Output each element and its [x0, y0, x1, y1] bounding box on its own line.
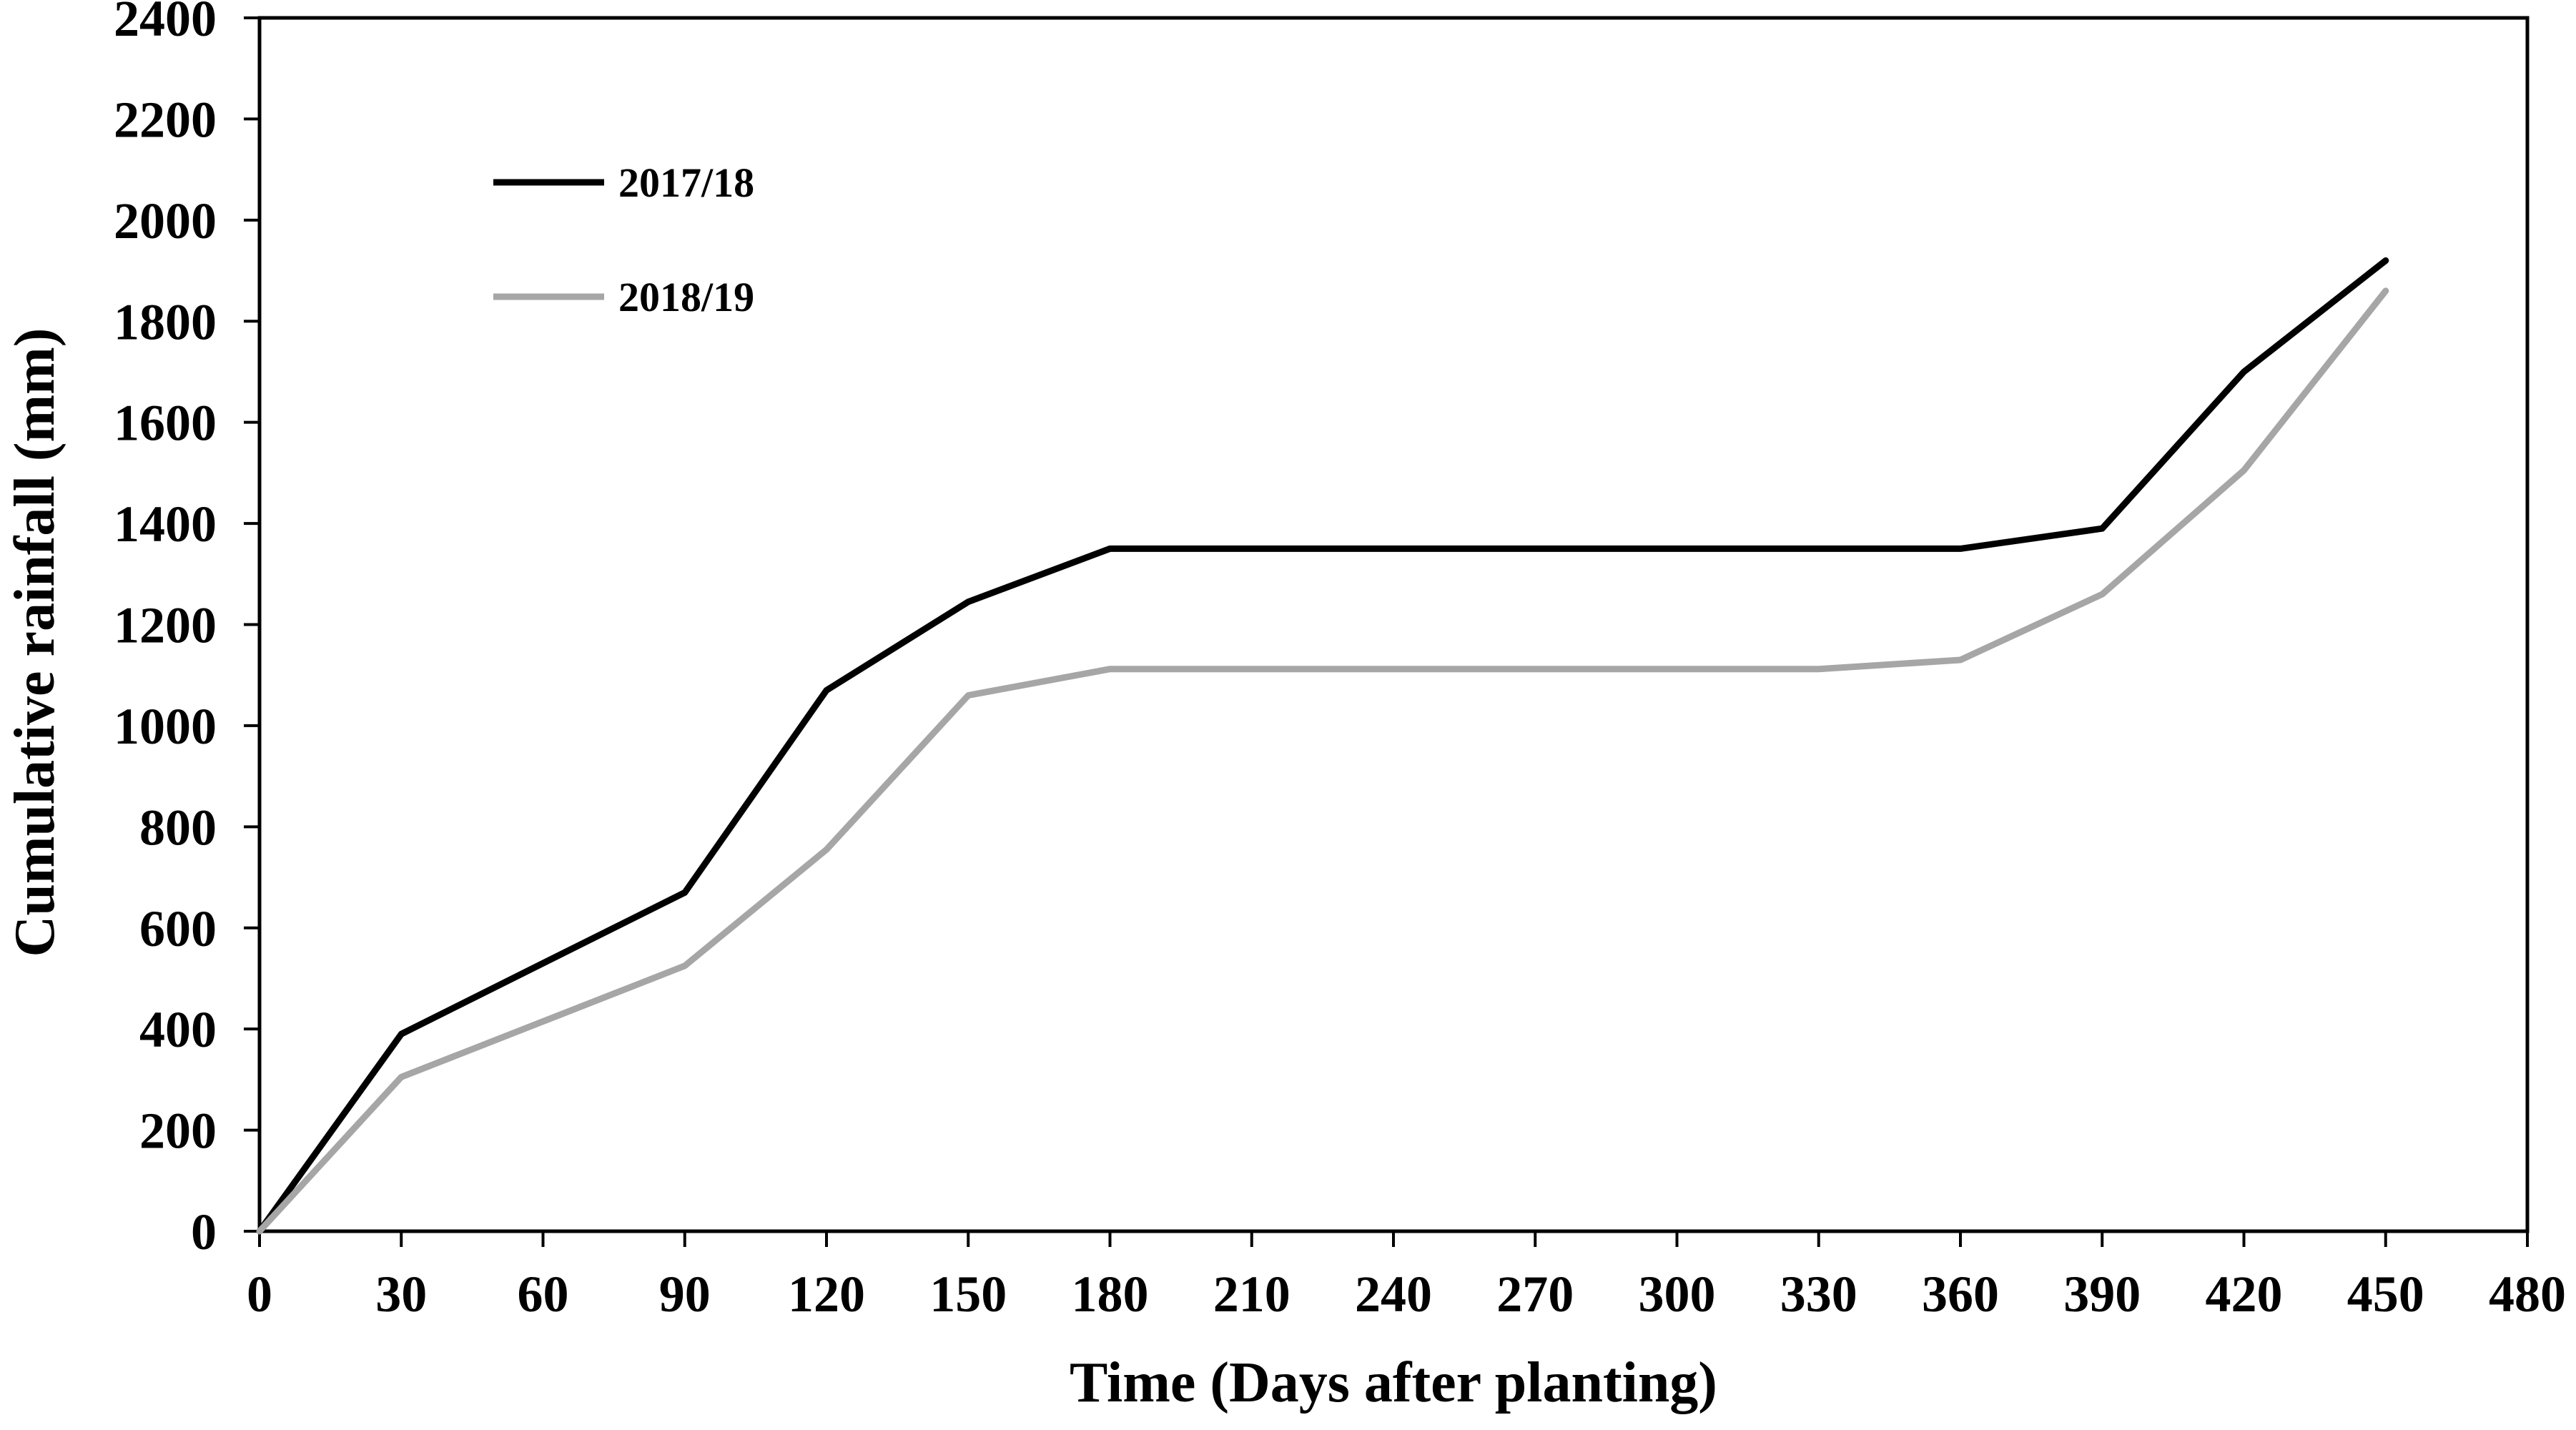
x-tick-label: 0 — [247, 1266, 272, 1323]
x-tick-label: 240 — [1355, 1266, 1432, 1323]
y-tick-label: 800 — [139, 799, 217, 856]
series-line-2018-19 — [256, 287, 2389, 1235]
y-tick-label: 1600 — [114, 395, 217, 452]
legend-label: 2018/19 — [618, 274, 754, 320]
x-tick-label: 120 — [788, 1266, 865, 1323]
y-tick-label: 600 — [139, 900, 217, 957]
y-tick-label: 2000 — [114, 192, 217, 250]
y-tick-label: 1400 — [114, 495, 217, 553]
y-tick-label: 2400 — [114, 0, 217, 47]
x-tick-label: 90 — [659, 1266, 711, 1323]
y-tick-label: 400 — [139, 1001, 217, 1058]
legend-label: 2017/18 — [618, 159, 754, 206]
series-layer — [256, 257, 2389, 1235]
x-tick-label: 420 — [2206, 1266, 2283, 1323]
y-tick-label: 0 — [191, 1203, 217, 1261]
x-tick-label: 480 — [2489, 1266, 2566, 1323]
x-tick-label: 270 — [1496, 1266, 1574, 1323]
y-tick-label: 2200 — [114, 91, 217, 148]
y-tick-label: 1000 — [114, 698, 217, 755]
x-tick-label: 210 — [1213, 1266, 1291, 1323]
plot-area-frame — [257, 16, 2530, 1233]
x-tick-label: 450 — [2347, 1266, 2424, 1323]
y-axis-title: Cumulative rainfall (mm) — [4, 328, 66, 957]
x-tick-label: 300 — [1639, 1266, 1716, 1323]
legend: 2017/18 2018/19 — [493, 159, 754, 320]
x-tick-label: 180 — [1072, 1266, 1149, 1323]
y-tick-label: 200 — [139, 1103, 217, 1160]
series-line-2017-18 — [256, 257, 2389, 1235]
x-tick-label: 60 — [518, 1266, 569, 1323]
x-tick-label: 150 — [929, 1266, 1007, 1323]
x-axis-title: Time (Days after planting) — [1070, 1351, 1717, 1414]
y-tick-label: 1200 — [114, 597, 217, 654]
axes-layer: 0 30 60 90 120 150 180 210 240 270 300 330 360 390 420… — [114, 0, 2566, 1323]
x-tick-label: 330 — [1780, 1266, 1857, 1323]
x-tick-label: 30 — [375, 1266, 427, 1323]
y-tick-label: 1800 — [114, 293, 217, 350]
x-tick-label: 390 — [2063, 1266, 2141, 1323]
x-tick-label: 360 — [1922, 1266, 1999, 1323]
